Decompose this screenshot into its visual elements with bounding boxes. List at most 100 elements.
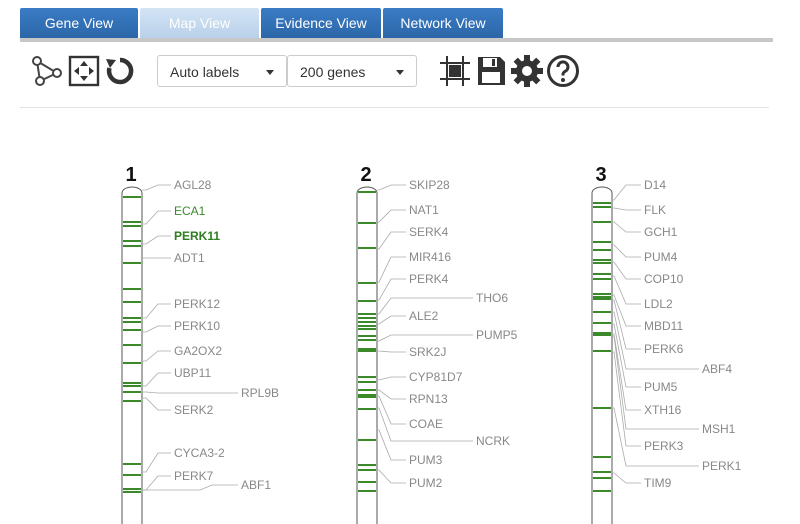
gene-band[interactable] bbox=[123, 391, 141, 393]
gene-label-skip28[interactable]: SKIP28 bbox=[409, 178, 450, 192]
gene-band[interactable] bbox=[593, 206, 611, 208]
gene-band[interactable] bbox=[358, 439, 376, 441]
gene-band[interactable] bbox=[123, 301, 141, 303]
gene-label-eca1[interactable]: ECA1 bbox=[174, 204, 206, 218]
gene-label-cop10[interactable]: COP10 bbox=[644, 272, 684, 286]
gene-band[interactable] bbox=[358, 348, 376, 350]
gene-band[interactable] bbox=[123, 196, 141, 198]
gene-label-pump5[interactable]: PUMP5 bbox=[476, 328, 518, 342]
fit-to-view-icon[interactable] bbox=[67, 54, 101, 88]
gene-band[interactable] bbox=[593, 490, 611, 492]
gene-label-ale2[interactable]: ALE2 bbox=[409, 309, 439, 323]
settings-icon[interactable] bbox=[510, 54, 544, 88]
gene-label-perk3[interactable]: PERK3 bbox=[644, 439, 684, 453]
genes-dropdown[interactable]: 200 genes bbox=[287, 55, 417, 87]
gene-band[interactable] bbox=[358, 381, 376, 383]
gene-band[interactable] bbox=[358, 408, 376, 410]
grid-select-icon[interactable] bbox=[438, 54, 472, 88]
tab-gene-view[interactable]: Gene View bbox=[20, 8, 138, 38]
chromosome-body[interactable] bbox=[121, 186, 143, 524]
gene-band[interactable] bbox=[358, 247, 376, 249]
gene-label-mbd11[interactable]: MBD11 bbox=[644, 319, 683, 333]
gene-band[interactable] bbox=[123, 474, 141, 476]
gene-band[interactable] bbox=[593, 293, 611, 295]
gene-band[interactable] bbox=[123, 321, 141, 323]
gene-label-perk1[interactable]: PERK1 bbox=[702, 459, 742, 473]
gene-band[interactable] bbox=[593, 278, 611, 280]
gene-label-tho6[interactable]: THO6 bbox=[476, 291, 508, 305]
gene-band[interactable] bbox=[123, 400, 141, 402]
gene-band[interactable] bbox=[123, 288, 141, 290]
gene-band[interactable] bbox=[358, 321, 376, 323]
gene-label-abf1[interactable]: ABF1 bbox=[241, 478, 271, 492]
gene-label-ubp11[interactable]: UBP11 bbox=[174, 366, 211, 380]
gene-label-tim9[interactable]: TIM9 bbox=[644, 476, 672, 490]
gene-band[interactable] bbox=[123, 225, 141, 227]
gene-band[interactable] bbox=[593, 298, 611, 300]
gene-label-perk7[interactable]: PERK7 bbox=[174, 469, 214, 483]
gene-band[interactable] bbox=[593, 334, 611, 336]
chromosome-body[interactable] bbox=[591, 186, 613, 524]
gene-band[interactable] bbox=[593, 296, 611, 298]
gene-band[interactable] bbox=[593, 202, 611, 204]
save-icon[interactable] bbox=[475, 54, 507, 88]
gene-label-abf4[interactable]: ABF4 bbox=[702, 362, 732, 376]
gene-band[interactable] bbox=[123, 385, 141, 387]
gene-band[interactable] bbox=[593, 477, 611, 479]
gene-band[interactable] bbox=[358, 282, 376, 284]
gene-band[interactable] bbox=[123, 344, 141, 346]
gene-band[interactable] bbox=[358, 317, 376, 319]
network-graph-icon[interactable] bbox=[30, 54, 64, 88]
gene-band[interactable] bbox=[358, 222, 376, 224]
gene-band[interactable] bbox=[593, 471, 611, 473]
gene-band[interactable] bbox=[358, 376, 376, 378]
gene-label-srk2j[interactable]: SRK2J bbox=[409, 345, 446, 359]
gene-band[interactable] bbox=[123, 221, 141, 223]
gene-label-flk[interactable]: FLK bbox=[644, 203, 666, 217]
gene-band[interactable] bbox=[358, 328, 376, 330]
gene-band[interactable] bbox=[358, 339, 376, 341]
tab-evidence-view[interactable]: Evidence View bbox=[261, 8, 381, 38]
gene-band[interactable] bbox=[593, 311, 611, 313]
gene-band[interactable] bbox=[123, 463, 141, 465]
gene-band[interactable] bbox=[123, 317, 141, 319]
labels-dropdown[interactable]: Auto labels bbox=[157, 55, 287, 87]
gene-band[interactable] bbox=[358, 469, 376, 471]
gene-band[interactable] bbox=[358, 481, 376, 483]
gene-label-rpl9b[interactable]: RPL9B bbox=[241, 386, 279, 400]
gene-label-ldl2[interactable]: LDL2 bbox=[644, 297, 673, 311]
gene-band[interactable] bbox=[593, 322, 611, 324]
gene-label-gch1[interactable]: GCH1 bbox=[644, 225, 678, 239]
gene-label-adt1[interactable]: ADT1 bbox=[174, 251, 205, 265]
chromosome-body[interactable] bbox=[356, 186, 378, 524]
gene-band[interactable] bbox=[358, 350, 376, 352]
gene-label-rpn13[interactable]: RPN13 bbox=[409, 392, 448, 406]
gene-band[interactable] bbox=[358, 394, 376, 396]
gene-label-ncrk[interactable]: NCRK bbox=[476, 434, 510, 448]
gene-band[interactable] bbox=[123, 491, 141, 493]
gene-label-nat1[interactable]: NAT1 bbox=[409, 203, 439, 217]
gene-band[interactable] bbox=[358, 300, 376, 302]
gene-band[interactable] bbox=[593, 249, 611, 251]
help-icon[interactable] bbox=[546, 54, 580, 88]
gene-label-perk11[interactable]: PERK11 bbox=[174, 229, 220, 243]
gene-band[interactable] bbox=[593, 407, 611, 409]
gene-label-ga2ox2[interactable]: GA2OX2 bbox=[174, 344, 222, 358]
gene-band[interactable] bbox=[123, 382, 141, 384]
gene-band[interactable] bbox=[123, 262, 141, 264]
tab-network-view[interactable]: Network View bbox=[383, 8, 503, 38]
gene-band[interactable] bbox=[593, 221, 611, 223]
gene-band[interactable] bbox=[358, 325, 376, 327]
gene-band[interactable] bbox=[123, 362, 141, 364]
tab-map-view[interactable]: Map View bbox=[140, 8, 259, 38]
gene-label-pum4[interactable]: PUM4 bbox=[644, 250, 678, 264]
gene-band[interactable] bbox=[358, 389, 376, 391]
gene-label-serk4[interactable]: SERK4 bbox=[409, 225, 449, 239]
gene-label-perk10[interactable]: PERK10 bbox=[174, 319, 220, 333]
gene-band[interactable] bbox=[593, 350, 611, 352]
gene-label-perk4[interactable]: PERK4 bbox=[409, 272, 449, 286]
gene-label-cyca3-2[interactable]: CYCA3-2 bbox=[174, 446, 225, 460]
gene-band[interactable] bbox=[358, 490, 376, 492]
gene-band[interactable] bbox=[123, 240, 141, 242]
gene-label-serk2[interactable]: SERK2 bbox=[174, 403, 214, 417]
